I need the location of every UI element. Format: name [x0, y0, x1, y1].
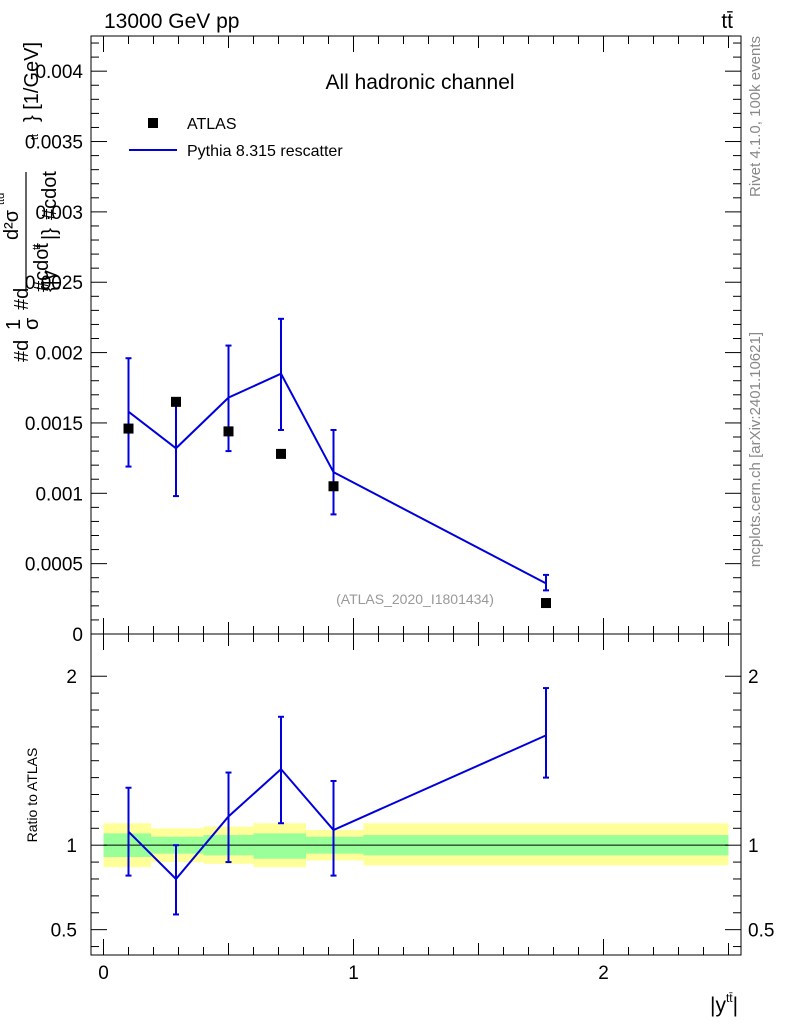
ratio-ytick-label-right: 2 — [748, 667, 759, 688]
rivet-version-label: Rivet 4.1.0, 100k events — [747, 36, 764, 197]
main-ytick-label: 0.003 — [35, 203, 83, 224]
x-axis-label: |ytt̄| — [710, 991, 738, 1017]
y-label-line-7: #cdot — [31, 243, 53, 292]
ratio-ytick-label-left: 2 — [66, 667, 77, 688]
ratio-panel-frame — [90, 633, 742, 956]
ratio-frame-rect — [90, 633, 742, 956]
atlas-data-point — [276, 448, 286, 459]
ratio-xtick-label: 1 — [348, 963, 359, 984]
main-y-axis-label: #d 1 σ #d d²σ ttd #cdot {|y tt |} #cdot … — [0, 42, 61, 362]
y-label-line-2: 1 — [3, 319, 25, 330]
main-ytick-label: 0.0025 — [25, 273, 83, 294]
atlas-data-point — [541, 598, 551, 609]
atlas-data-point — [328, 481, 339, 492]
y-label-line-10: |} — [39, 228, 61, 240]
y-label-line-12: tt — [29, 134, 41, 140]
ratio-ytick-label-right: 1 — [748, 836, 759, 857]
legend-pythia-label: Pythia 8.315 rescatter — [187, 143, 343, 160]
main-ytick-label: 0.001 — [35, 484, 83, 505]
ratio-axis-ticks: 0 1 2 0.5 0.5 1 1 2 2 — [51, 634, 774, 984]
ratio-band-inner — [253, 833, 306, 859]
y-label-line-9: tt — [31, 244, 43, 250]
analysis-id-label: (ATLAS_2020_I1801434) — [336, 591, 494, 607]
atlas-data-point — [123, 423, 134, 434]
main-ytick-label: 0.004 — [35, 62, 83, 83]
main-ytick-label: 0 — [72, 625, 83, 646]
y-label-line-1: #d — [11, 340, 33, 362]
main-ytick-label: 0.0035 — [25, 133, 83, 154]
ratio-series-layer — [125, 687, 549, 916]
chart-title: All hadronic channel — [325, 71, 514, 94]
y-label-line-6: ttd — [0, 193, 7, 205]
ratio-ytick-label-right: 0.5 — [748, 921, 774, 942]
main-series-layer — [123, 317, 551, 609]
main-ytick-label: 0.0005 — [25, 555, 83, 576]
header-energy-label: 13000 GeV pp — [104, 10, 239, 33]
ratio-ytick-label-left: 0.5 — [51, 921, 77, 942]
y-label-line-13: } [1/GeV] — [21, 42, 43, 122]
main-ytick-label: 0.0015 — [25, 414, 83, 435]
y-label-line-8: {|y — [39, 270, 61, 292]
y-label-line-5: d²σ — [1, 209, 23, 240]
main-ytick-label: 0.002 — [35, 344, 83, 365]
mcplots-reference-label: mcplots.cern.ch [arXiv:2401.10621] — [747, 332, 764, 567]
x-axis-label-text: |ytt̄| — [710, 991, 738, 1017]
legend-atlas-label: ATLAS — [187, 116, 237, 133]
y-label-line-11: #cdot — [39, 171, 61, 220]
header-process-label: tt̄ — [721, 10, 733, 33]
ratio-xtick-label: 2 — [598, 963, 609, 984]
atlas-data-point — [223, 426, 234, 437]
ratio-y-axis-label: Ratio to ATLAS — [24, 748, 40, 843]
legend: ATLAS Pythia 8.315 rescatter — [129, 116, 343, 160]
ratio-panel — [103, 823, 729, 868]
y-label-line-4: #d — [11, 288, 33, 310]
ratio-xtick-label: 0 — [98, 963, 109, 984]
ratio-ytick-label-left: 1 — [66, 836, 77, 857]
ratio-series-line — [127, 734, 547, 881]
pythia-series-line — [127, 372, 547, 585]
atlas-data-point — [171, 396, 181, 407]
y-label-line-3: σ — [21, 317, 43, 330]
legend-atlas-marker — [148, 118, 158, 128]
main-axis-ticks: 0 0.0005 0.001 0.0015 0.002 0.0025 0.003 0.0035… — [25, 36, 741, 646]
